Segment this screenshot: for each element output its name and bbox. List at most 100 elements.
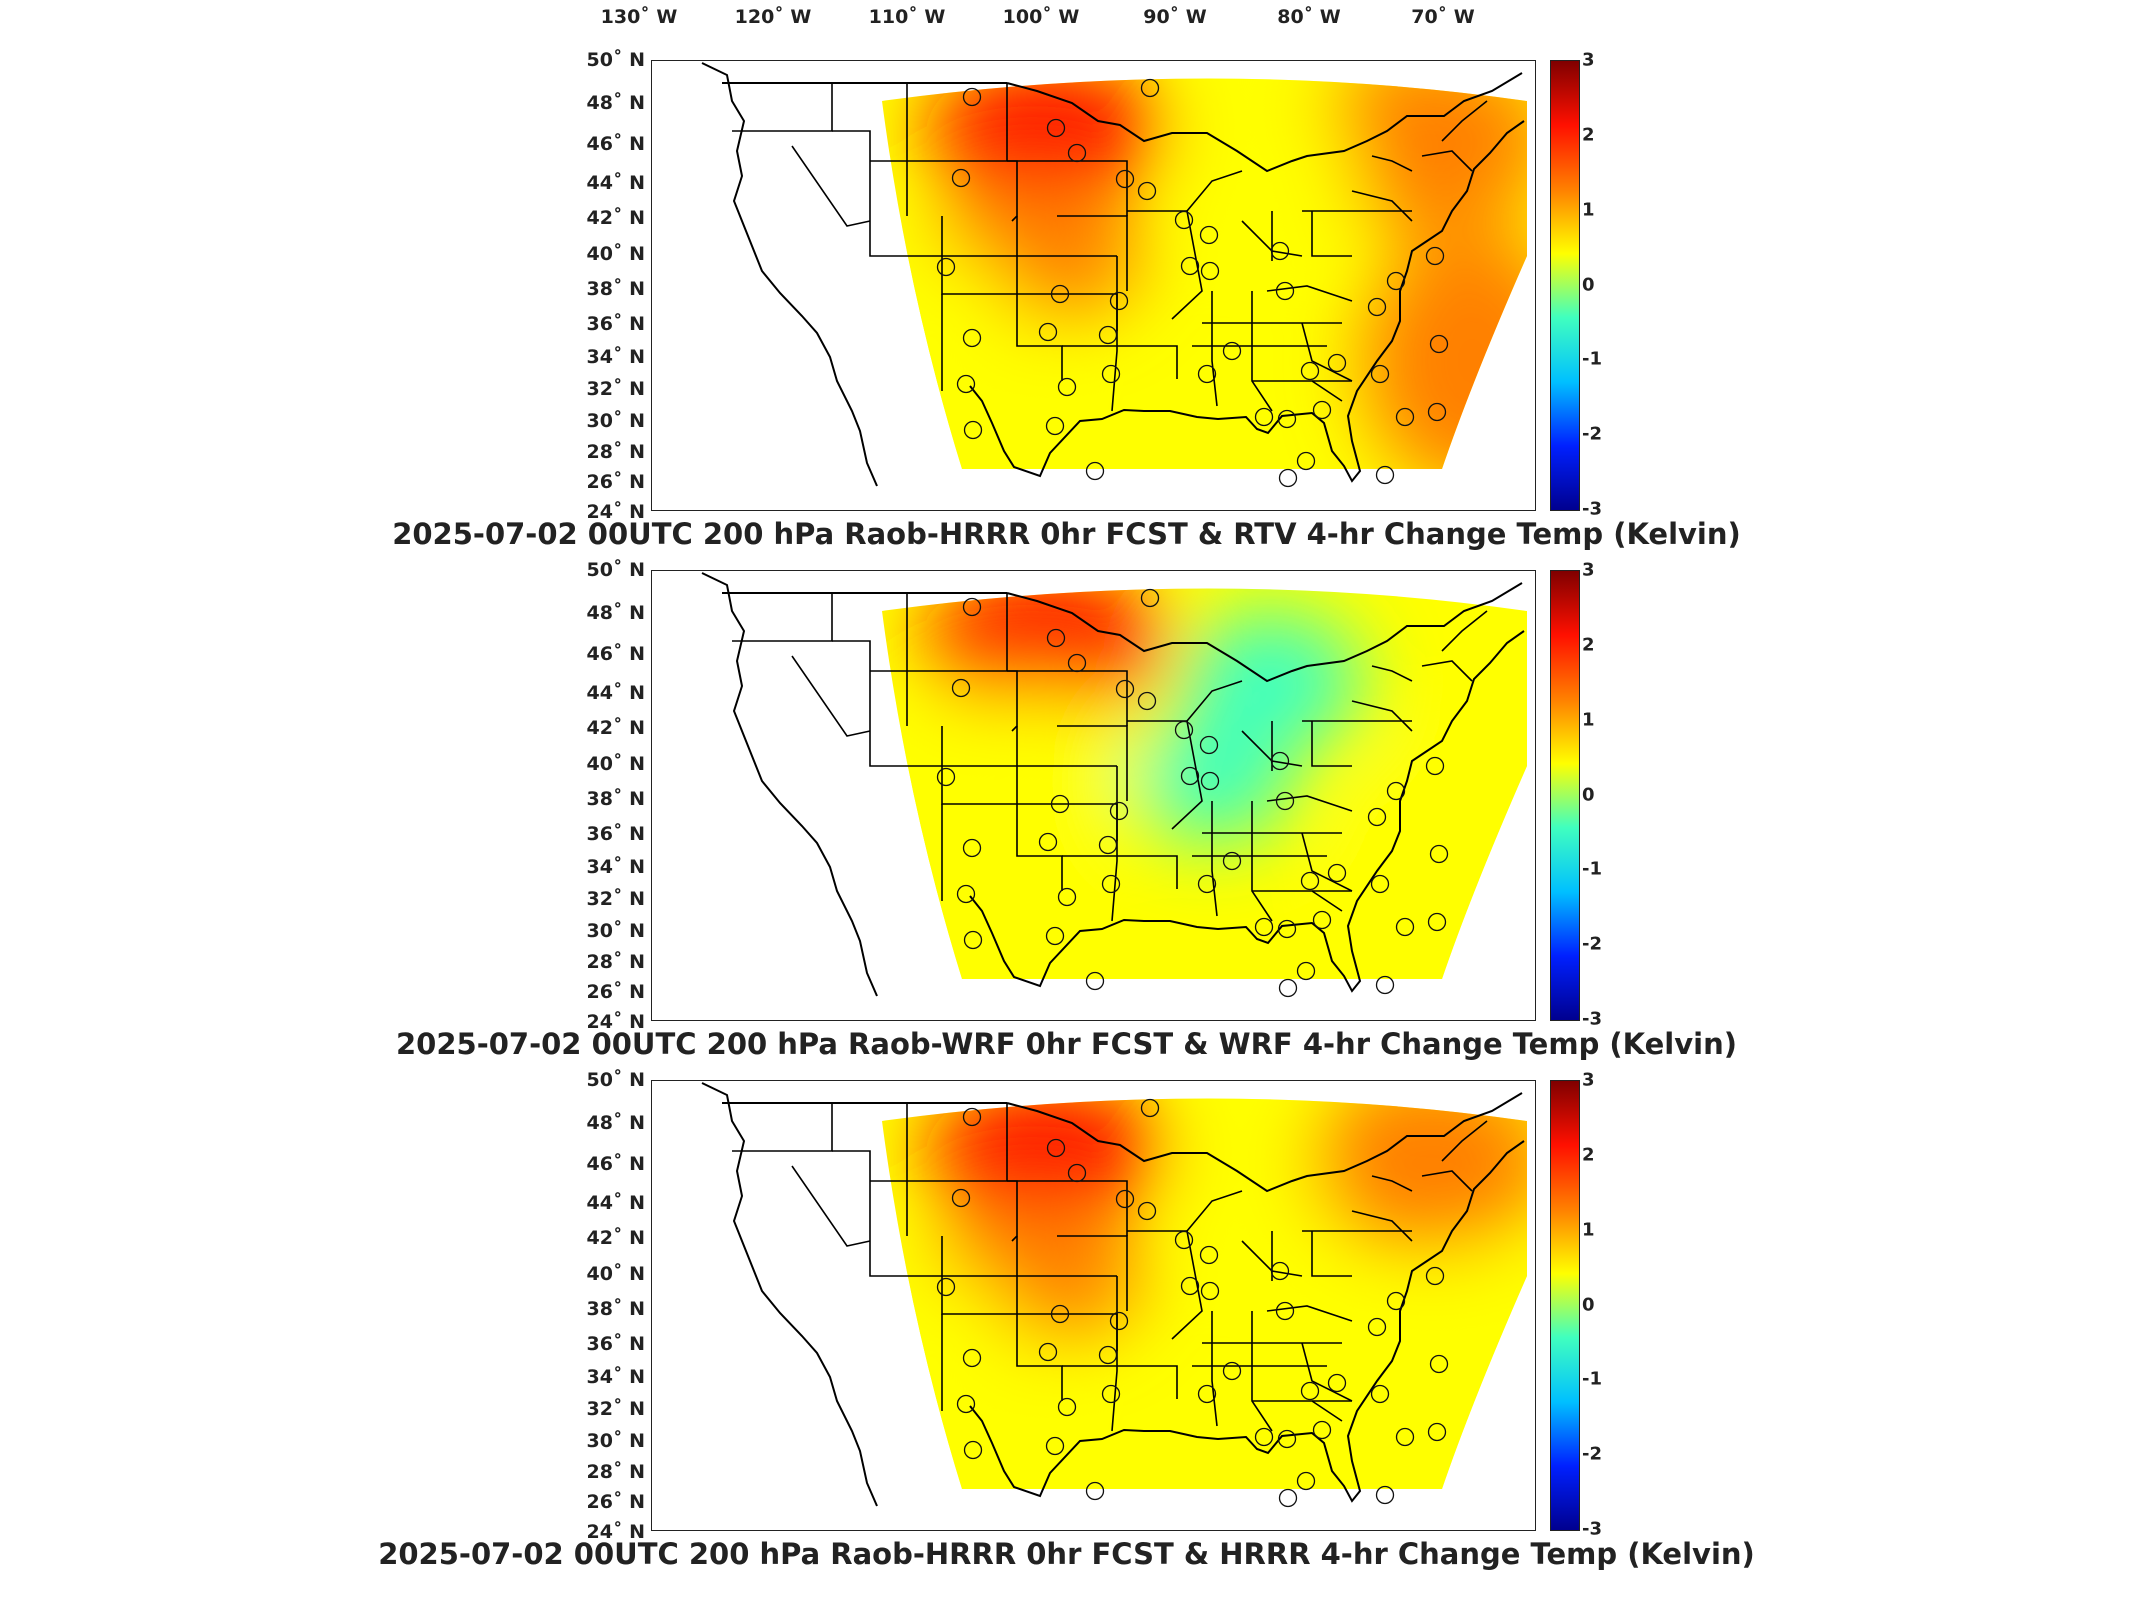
raob-marker	[1427, 402, 1447, 422]
raob-marker	[1199, 1245, 1219, 1265]
raob-marker	[1278, 978, 1298, 998]
state-border	[1441, 610, 1488, 652]
lat-label: 38˚ N	[586, 788, 645, 810]
state-border	[1211, 291, 1218, 407]
lat-label: 36˚ N	[586, 1333, 645, 1355]
lat-label: 40˚ N	[586, 753, 645, 775]
coast-line	[701, 572, 878, 997]
field-region-northern-plains	[927, 78, 1167, 201]
raob-marker	[1038, 322, 1058, 342]
longitude-axis: 130˚ W 120˚ W 110˚ W 100˚ W 90˚ W 80˚ W …	[0, 0, 2133, 40]
raob-marker	[1137, 1201, 1157, 1221]
raob-marker	[1200, 261, 1220, 281]
raob-marker	[1278, 468, 1298, 488]
raob-marker	[951, 1188, 971, 1208]
raob-marker	[1277, 1429, 1297, 1449]
lon-label: 70˚ W	[1411, 6, 1475, 28]
map-panel-wrf: 50˚ N 48˚ N 46˚ N 44˚ N 42˚ N 40˚ N 38˚ N 36˚ N…	[0, 559, 2133, 1070]
map-frame[interactable]	[651, 60, 1536, 511]
raob-marker	[1425, 246, 1445, 266]
lat-label: 26˚ N	[586, 471, 645, 493]
state-border	[1252, 890, 1343, 912]
state-border	[1351, 190, 1413, 222]
state-border	[1371, 1175, 1413, 1192]
map-frame[interactable]	[651, 570, 1536, 1021]
raob-marker	[1098, 1345, 1118, 1365]
colorbar-tick: -3	[1582, 1008, 1602, 1030]
colorbar-tick: 1	[1582, 199, 1595, 221]
state-border	[1266, 795, 1353, 812]
lat-label: 30˚ N	[586, 410, 645, 432]
raob-marker	[1057, 377, 1077, 397]
lat-label: 44˚ N	[586, 682, 645, 704]
state-border	[1111, 766, 1118, 922]
raob-marker	[1199, 735, 1219, 755]
colorbar-tick: 0	[1582, 274, 1595, 295]
raob-marker	[1200, 1281, 1220, 1301]
raob-marker	[1038, 1342, 1058, 1362]
lat-label: 28˚ N	[586, 951, 645, 973]
state-border	[1351, 1210, 1413, 1242]
raob-marker	[1312, 910, 1332, 930]
lat-label: 24˚ N	[586, 1011, 645, 1033]
colorbar-tick: -3	[1582, 1518, 1602, 1540]
lat-label: 30˚ N	[586, 920, 645, 942]
state-border	[832, 1150, 871, 1236]
field-region-great-lakes	[1182, 611, 1362, 751]
raob-marker	[1254, 917, 1274, 937]
state-border	[1186, 680, 1243, 722]
state-border	[1111, 256, 1118, 412]
state-border	[1127, 720, 1203, 830]
state-border	[1301, 322, 1353, 382]
lat-label: 50˚ N	[586, 559, 645, 581]
colorbar	[1550, 60, 1580, 511]
colorbar-tick: 3	[1582, 559, 1595, 581]
raob-marker	[1395, 407, 1415, 427]
lat-label: 34˚ N	[586, 856, 645, 878]
field-region-northern-plains	[927, 1098, 1167, 1221]
colorbar-labels: 3 2 1 0 -1 -2 -3	[1582, 50, 1622, 520]
raob-marker	[1277, 409, 1297, 429]
state-border	[1421, 150, 1473, 172]
raob-marker	[936, 767, 956, 787]
raob-marker	[1140, 588, 1160, 608]
panel-title: 2025-07-02 00UTC 200 hPa Raob-HRRR 0hr F…	[378, 1537, 1755, 1571]
colorbar-tick: 2	[1582, 1144, 1595, 1166]
lat-label: 36˚ N	[586, 313, 645, 335]
state-border	[1311, 1231, 1352, 1277]
lat-label: 26˚ N	[586, 981, 645, 1003]
raob-marker	[1222, 851, 1242, 871]
state-border	[1266, 285, 1353, 302]
lon-label: 110˚ W	[868, 6, 946, 28]
lat-label: 32˚ N	[586, 378, 645, 400]
state-border	[1016, 1329, 1063, 1401]
map-frame[interactable]	[651, 1080, 1536, 1531]
raob-marker	[1174, 1230, 1194, 1250]
raob-marker	[1254, 1427, 1274, 1447]
raob-marker	[1197, 364, 1217, 384]
state-border	[1127, 210, 1203, 320]
raob-marker	[1057, 1397, 1077, 1417]
lat-label: 44˚ N	[586, 1192, 645, 1214]
colorbar-tick: -1	[1582, 1368, 1602, 1390]
state-border	[1252, 380, 1343, 402]
lat-label: 42˚ N	[586, 207, 645, 229]
raob-marker	[1197, 1384, 1217, 1404]
map-panel-hrrr: 50˚ N 48˚ N 46˚ N 44˚ N 42˚ N 40˚ N 38˚ N 36˚ N…	[0, 1069, 2133, 1580]
raob-marker	[1275, 791, 1295, 811]
raob-marker	[1300, 361, 1320, 381]
panel-title: 2025-07-02 00UTC 200 hPa Raob-WRF 0hr FC…	[395, 1027, 1737, 1061]
state-border	[1301, 1342, 1353, 1402]
raob-marker	[1327, 1373, 1347, 1393]
field-region-southwest	[882, 1261, 1032, 1489]
state-border	[1127, 1230, 1203, 1340]
raob-marker	[963, 420, 983, 440]
raob-sites	[936, 1098, 1449, 1508]
raob-marker	[1275, 1301, 1295, 1321]
raob-marker	[1296, 451, 1316, 471]
raob-marker	[1429, 844, 1449, 864]
raob-marker	[1327, 353, 1347, 373]
raob-marker	[1045, 1436, 1065, 1456]
state-border	[791, 655, 871, 737]
lat-label: 30˚ N	[586, 1430, 645, 1452]
